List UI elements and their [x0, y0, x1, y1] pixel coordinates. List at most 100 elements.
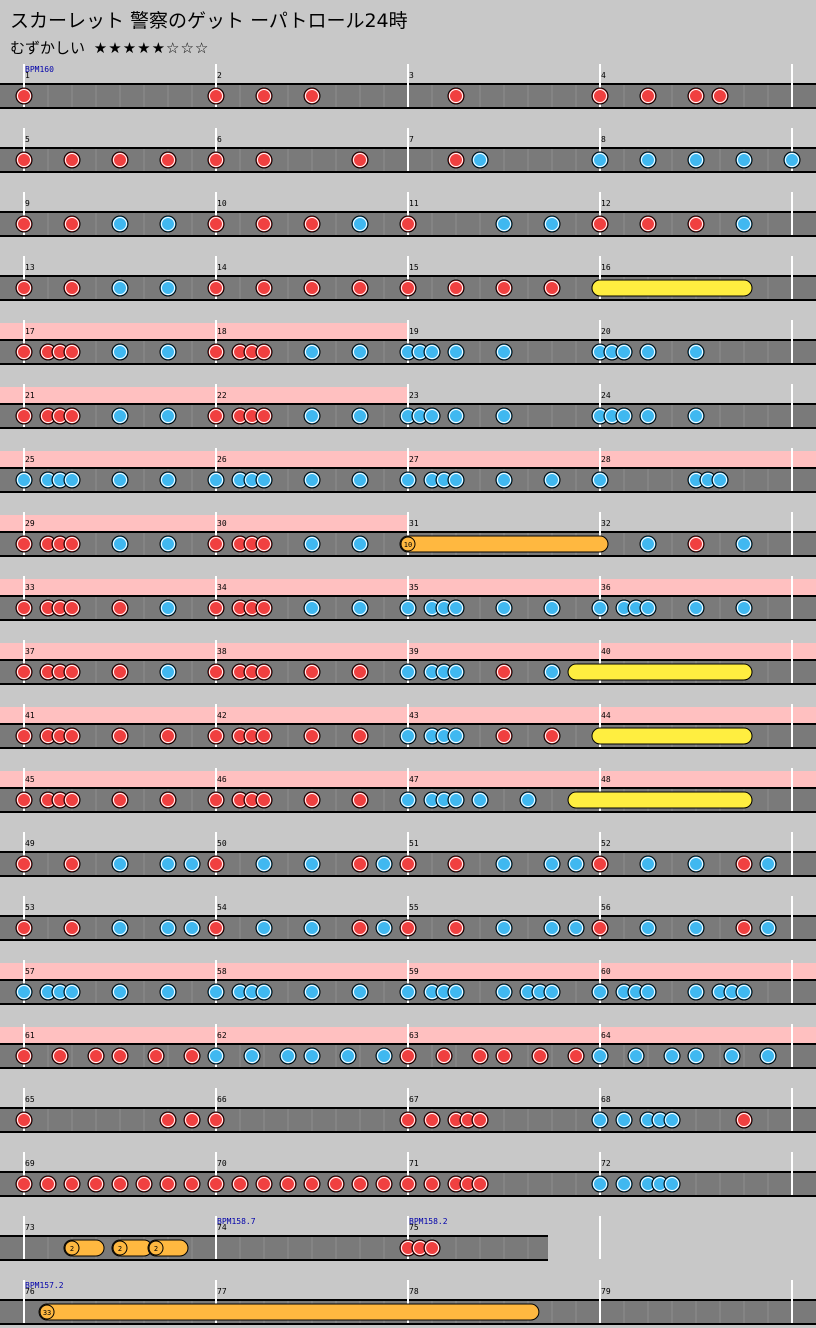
measure-number: 12	[601, 199, 611, 208]
lane-bottom-edge	[0, 1195, 816, 1197]
ka-note	[340, 1048, 356, 1064]
don-note	[532, 1048, 548, 1064]
ka-note	[688, 1048, 704, 1064]
drumroll-note	[592, 280, 752, 296]
ka-note	[616, 344, 632, 360]
ka-note	[592, 1048, 608, 1064]
measure-number: 40	[601, 647, 611, 656]
ka-note	[112, 472, 128, 488]
lane-bottom-edge	[0, 939, 816, 941]
measure-number: 47	[409, 775, 419, 784]
don-note	[160, 1112, 176, 1128]
measure-number: 68	[601, 1095, 611, 1104]
lane-bottom-edge	[0, 107, 816, 109]
measure-number: 31	[409, 519, 419, 528]
measure-number: 33	[25, 583, 35, 592]
don-note	[208, 152, 224, 168]
ka-note	[448, 600, 464, 616]
don-note	[208, 792, 224, 808]
don-note	[112, 600, 128, 616]
don-note	[304, 88, 320, 104]
ka-note	[592, 1112, 608, 1128]
lane-bottom-edge	[0, 1323, 816, 1325]
lane-bottom-edge	[0, 555, 816, 557]
don-note	[256, 408, 272, 424]
don-note	[184, 1048, 200, 1064]
lane-bottom-edge	[0, 235, 816, 237]
measure-number: 19	[409, 327, 419, 336]
ka-note	[400, 728, 416, 744]
ka-note	[160, 920, 176, 936]
ka-note	[400, 664, 416, 680]
bpm-label: BPM158.2	[409, 1217, 448, 1226]
ka-note	[544, 920, 560, 936]
don-note	[208, 536, 224, 552]
ka-note	[64, 984, 80, 1000]
measure-number: 13	[25, 263, 35, 272]
ka-note	[544, 984, 560, 1000]
measure-number: 77	[217, 1287, 227, 1296]
measure-number: 8	[601, 135, 606, 144]
measure-number: 5	[25, 135, 30, 144]
don-note	[640, 88, 656, 104]
ka-note	[280, 1048, 296, 1064]
don-note	[448, 920, 464, 936]
don-note	[40, 1176, 56, 1192]
lane-bottom-edge	[0, 1131, 816, 1133]
ka-note	[616, 1176, 632, 1192]
don-note	[256, 1176, 272, 1192]
don-note	[112, 728, 128, 744]
lane-top-edge	[0, 1235, 548, 1237]
measure-number: 65	[25, 1095, 35, 1104]
measure-number: 52	[601, 839, 611, 848]
lane-bottom-edge	[0, 491, 816, 493]
ka-note	[304, 408, 320, 424]
don-note	[64, 408, 80, 424]
don-note	[640, 216, 656, 232]
lane-bottom-edge	[0, 427, 816, 429]
measure-number: 21	[25, 391, 35, 400]
ka-note	[664, 1048, 680, 1064]
don-note	[256, 88, 272, 104]
don-note	[352, 1176, 368, 1192]
gogo-band	[0, 515, 408, 533]
don-note	[160, 152, 176, 168]
balloon-count: 2	[70, 1245, 74, 1253]
ka-note	[256, 472, 272, 488]
don-note	[400, 1048, 416, 1064]
don-note	[112, 1176, 128, 1192]
don-note	[256, 792, 272, 808]
measure-number: 43	[409, 711, 419, 720]
ka-note	[184, 920, 200, 936]
ka-note	[760, 920, 776, 936]
ka-note	[112, 216, 128, 232]
ka-note	[496, 344, 512, 360]
don-note	[472, 1176, 488, 1192]
don-note	[16, 664, 32, 680]
don-note	[688, 536, 704, 552]
don-note	[400, 280, 416, 296]
ka-note	[112, 984, 128, 1000]
don-note	[256, 664, 272, 680]
don-note	[352, 664, 368, 680]
drumroll-note	[592, 728, 752, 744]
don-note	[472, 1048, 488, 1064]
ka-note	[448, 472, 464, 488]
measure-number: 9	[25, 199, 30, 208]
ka-note	[640, 600, 656, 616]
don-note	[208, 216, 224, 232]
don-note	[376, 1176, 392, 1192]
don-note	[424, 1240, 440, 1256]
ka-note	[496, 984, 512, 1000]
lane-bottom-edge	[0, 299, 816, 301]
ka-note	[400, 984, 416, 1000]
ka-note	[160, 408, 176, 424]
balloon-count: 2	[154, 1245, 158, 1253]
measure-number: 29	[25, 519, 35, 528]
gogo-band	[0, 323, 408, 341]
don-note	[352, 152, 368, 168]
don-note	[208, 920, 224, 936]
don-note	[16, 1112, 32, 1128]
don-note	[64, 216, 80, 232]
measure-number: 10	[217, 199, 227, 208]
